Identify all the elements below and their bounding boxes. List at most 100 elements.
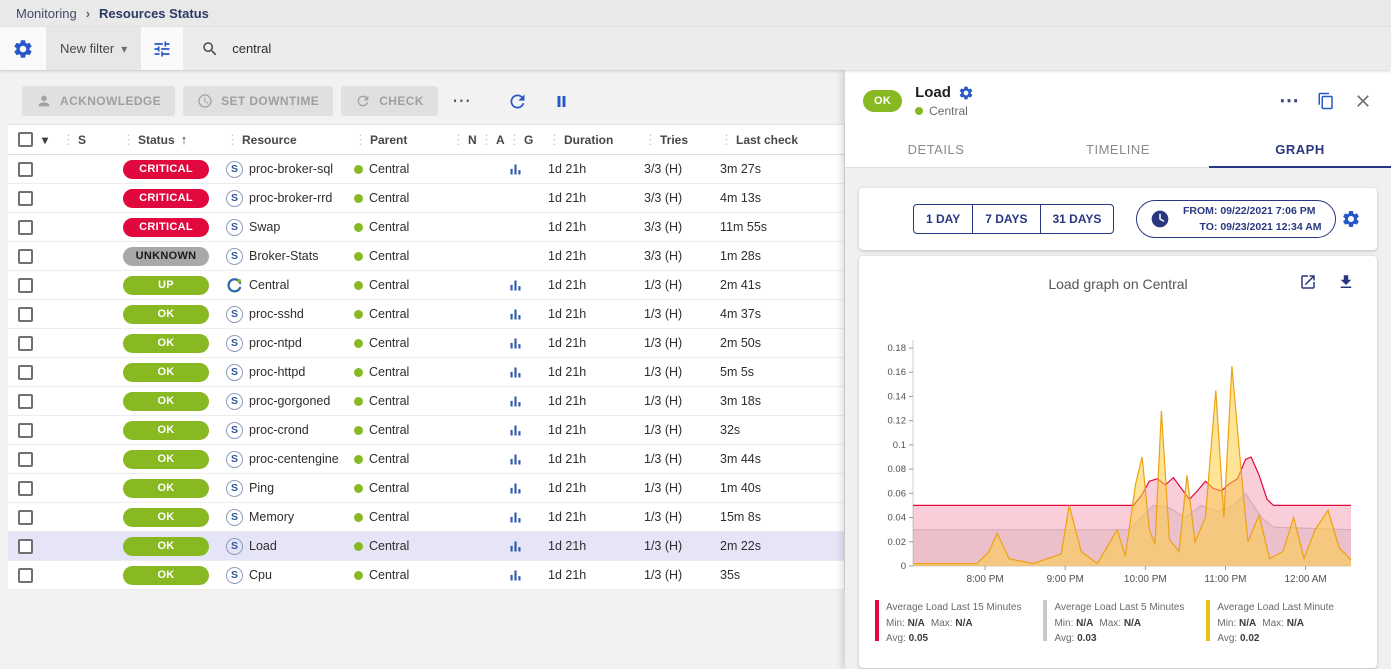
graph-icon[interactable] — [508, 568, 523, 583]
range-31-days-button[interactable]: 31 DAYS — [1039, 204, 1115, 234]
row-checkbox[interactable] — [17, 219, 33, 235]
row-checkbox[interactable] — [17, 538, 33, 554]
load-chart[interactable]: 0 0.02 0.04 0.06 0.08 0.1 0.12 0.14 0.16 0.18 8:00… — [867, 324, 1369, 590]
column-header-resource[interactable]: ⋮ Resource — [226, 131, 297, 147]
open-in-new-icon[interactable] — [1299, 273, 1317, 291]
column-header-duration[interactable]: ⋮ Duration — [548, 131, 614, 147]
graph-settings-gear-icon[interactable] — [1341, 209, 1361, 229]
legend-color-bar — [1206, 600, 1211, 641]
row-checkbox[interactable] — [17, 364, 33, 380]
copy-link-icon[interactable] — [1317, 92, 1335, 110]
column-header-notes[interactable]: ⋮ N — [452, 131, 477, 147]
filter-preset-dropdown[interactable]: New filter ▾ — [46, 27, 142, 70]
select-menu-caret-icon[interactable]: ▾ — [42, 132, 49, 147]
more-actions-button[interactable]: ⋯ — [446, 92, 477, 111]
legend-series-name: Average Load Last 5 Minutes — [1054, 602, 1185, 613]
table-row[interactable]: OK S Cpu Central 1d 21h 1/3 (H) 35s — [8, 561, 844, 590]
column-header-tries[interactable]: ⋮ Tries — [644, 131, 689, 147]
column-header-action[interactable]: ⋮ A — [480, 131, 505, 147]
table-row[interactable]: UNKNOWN S Broker-Stats Central 1d 21h 3/3 (H)… — [8, 242, 844, 271]
resource-name: Swap — [249, 220, 281, 234]
row-checkbox[interactable] — [17, 335, 33, 351]
row-checkbox[interactable] — [17, 306, 33, 322]
graph-icon[interactable] — [508, 307, 523, 322]
drag-handle-icon: ⋮ — [548, 131, 561, 147]
column-header-graph[interactable]: ⋮ G — [508, 131, 534, 147]
row-checkbox[interactable] — [17, 161, 33, 177]
row-checkbox[interactable] — [17, 480, 33, 496]
pause-button[interactable] — [552, 92, 571, 111]
breadcrumb-item-monitoring[interactable]: Monitoring — [16, 6, 77, 21]
row-checkbox[interactable] — [17, 190, 33, 206]
tune-filter-icon[interactable] — [141, 39, 183, 59]
status-badge: OK — [123, 449, 209, 469]
tab-timeline[interactable]: TIMELINE — [1086, 142, 1150, 157]
graph-icon[interactable] — [508, 365, 523, 380]
check-button[interactable]: CHECK — [341, 86, 438, 116]
graph-icon[interactable] — [508, 423, 523, 438]
column-header-parent[interactable]: ⋮ Parent — [354, 131, 408, 147]
chevron-right-icon: › — [85, 6, 91, 21]
row-checkbox[interactable] — [17, 567, 33, 583]
status-badge: OK — [123, 420, 209, 440]
column-header-status[interactable]: ⋮ Status ↑ — [122, 131, 188, 148]
parent-status-dot — [354, 483, 363, 493]
row-checkbox[interactable] — [17, 248, 33, 264]
breadcrumb-item-resources-status[interactable]: Resources Status — [99, 6, 209, 21]
row-checkbox[interactable] — [17, 393, 33, 409]
graph-icon[interactable] — [508, 394, 523, 409]
tab-details[interactable]: DETAILS — [907, 142, 965, 157]
set-downtime-button[interactable]: SET DOWNTIME — [183, 86, 334, 116]
graph-icon[interactable] — [508, 162, 523, 177]
status-badge: CRITICAL — [123, 217, 209, 237]
row-checkbox[interactable] — [17, 451, 33, 467]
download-icon[interactable] — [1337, 273, 1355, 291]
graph-icon[interactable] — [508, 510, 523, 525]
parent-status-dot — [354, 570, 363, 580]
search-field[interactable] — [183, 27, 1391, 70]
table-row[interactable]: UP Central Central 1d 21h 1/3 (H) 2m 41s — [8, 271, 844, 300]
acknowledge-button[interactable]: ACKNOWLEDGE — [22, 86, 176, 116]
search-input[interactable] — [230, 40, 731, 57]
row-checkbox[interactable] — [17, 509, 33, 525]
parent-name: Central — [369, 307, 410, 321]
table-row[interactable]: OK S Load Central 1d 21h 1/3 (H) 2m 22s — [8, 532, 844, 561]
graph-icon[interactable] — [508, 539, 523, 554]
graph-icon[interactable] — [508, 278, 523, 293]
legend-item[interactable]: Average Load Last Minute Min: N/A Max: N/A… — [1206, 600, 1334, 647]
row-checkbox[interactable] — [17, 422, 33, 438]
refresh-button[interactable] — [507, 91, 528, 112]
column-header-severity[interactable]: ⋮ S — [62, 131, 87, 147]
select-all-checkbox[interactable] — [17, 132, 33, 147]
graph-icon[interactable] — [508, 452, 523, 467]
table-row[interactable]: OK S Ping Central 1d 21h 1/3 (H) 1m 40s — [8, 474, 844, 503]
resource-name: Cpu — [249, 568, 272, 582]
parent-name: Central — [369, 452, 410, 466]
panel-more-icon[interactable]: ⋯ — [1279, 90, 1299, 112]
column-header-last-check[interactable]: ⋮ Last check — [720, 131, 799, 147]
custom-range-picker[interactable]: FROM: 09/22/2021 7:06 PM TO: 09/23/2021 … — [1136, 200, 1336, 238]
graph-icon[interactable] — [508, 336, 523, 351]
range-1-day-button[interactable]: 1 DAY — [913, 204, 974, 234]
resource-settings-gear-icon[interactable] — [958, 85, 974, 101]
range-7-days-button[interactable]: 7 DAYS — [972, 204, 1041, 234]
table-row[interactable]: OK S Memory Central 1d 21h 1/3 (H) 15m 8s — [8, 503, 844, 532]
panel-header: OK Load Central ⋯ — [845, 70, 1391, 132]
table-row[interactable]: CRITICAL S Swap Central 1d 21h 3/3 (H) 11m 55s — [8, 213, 844, 242]
filter-settings-gear-icon[interactable] — [0, 38, 46, 60]
tab-graph[interactable]: GRAPH — [1209, 132, 1391, 168]
row-checkbox[interactable] — [17, 277, 33, 293]
close-panel-icon[interactable] — [1353, 91, 1373, 111]
legend-item[interactable]: Average Load Last 5 Minutes Min: N/A Max: … — [1043, 600, 1184, 647]
graph-icon[interactable] — [508, 481, 523, 496]
legend-item[interactable]: Average Load Last 15 Minutes Min: N/A Max:… — [875, 600, 1021, 647]
